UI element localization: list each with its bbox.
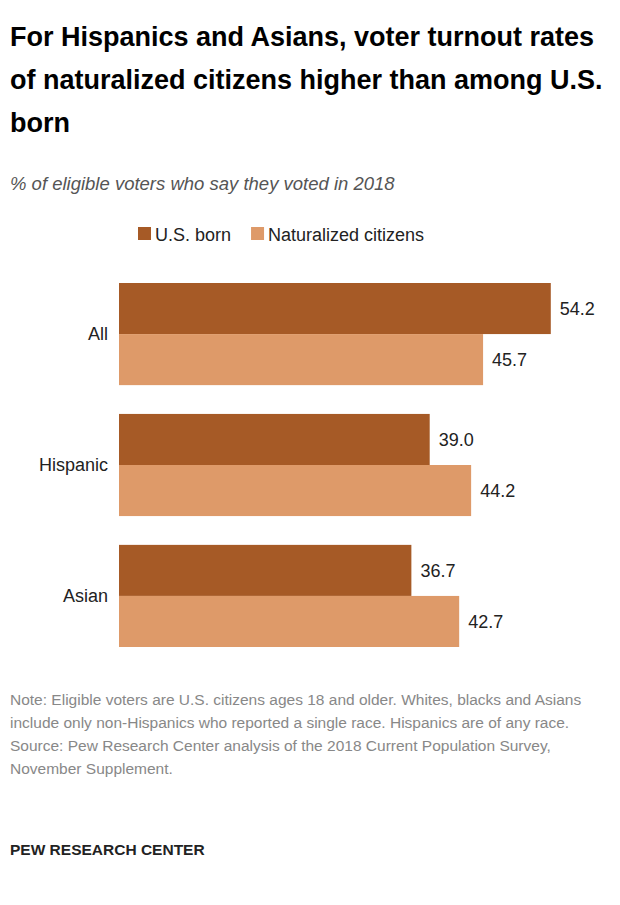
annotation: Source: Pew Research Center analysis of …	[10, 737, 551, 777]
chart: For Hispanics and Asians, voter turnout …	[0, 0, 620, 905]
legend-label: Naturalized citizens	[268, 225, 424, 245]
legend-swatch	[251, 227, 264, 240]
data-label: 36.7	[420, 561, 455, 581]
bar	[119, 283, 551, 334]
subtitle: % of eligible voters who say they voted …	[10, 173, 395, 194]
bars	[119, 283, 551, 647]
legend-swatch	[138, 227, 151, 240]
data-label: 54.2	[560, 299, 595, 319]
data-label: 42.7	[468, 612, 503, 632]
annotation: Note: Eligible voters are U.S. citizens …	[10, 691, 581, 731]
tick: Asian	[63, 586, 119, 606]
data-label: 44.2	[480, 481, 515, 501]
bar	[119, 334, 483, 385]
tick: Hispanic	[39, 455, 119, 475]
bar	[119, 545, 411, 596]
tick-label: All	[88, 324, 108, 344]
data-label: 45.7	[492, 350, 527, 370]
legend: U.S. born Naturalized citizens	[138, 225, 424, 245]
text-line: include only non-Hispanics who reported …	[10, 714, 569, 731]
tick-label: Hispanic	[39, 455, 108, 475]
bar	[119, 414, 430, 465]
data-labels: 54.2 39.0 36.7 45.7 44.2 42.7	[420, 299, 594, 632]
text-line: of naturalized citizens higher than amon…	[10, 65, 603, 95]
bar	[119, 465, 471, 516]
tick: All	[88, 324, 119, 344]
text-line: Note: Eligible voters are U.S. citizens …	[10, 691, 581, 708]
axis-line	[119, 284, 120, 648]
credit: PEW RESEARCH CENTER	[10, 841, 205, 858]
tick-label: Asian	[63, 586, 108, 606]
text-line: born	[10, 108, 70, 138]
text-line: November Supplement.	[10, 760, 173, 777]
text-line: For Hispanics and Asians, voter turnout …	[10, 22, 594, 52]
legend-label: U.S. born	[155, 225, 231, 245]
text-line: Source: Pew Research Center analysis of …	[10, 737, 551, 754]
title: For Hispanics and Asians, voter turnout …	[10, 22, 603, 138]
data-label: 39.0	[439, 430, 474, 450]
bar	[119, 596, 459, 647]
category-axis: All Hispanic Asian	[39, 284, 120, 648]
